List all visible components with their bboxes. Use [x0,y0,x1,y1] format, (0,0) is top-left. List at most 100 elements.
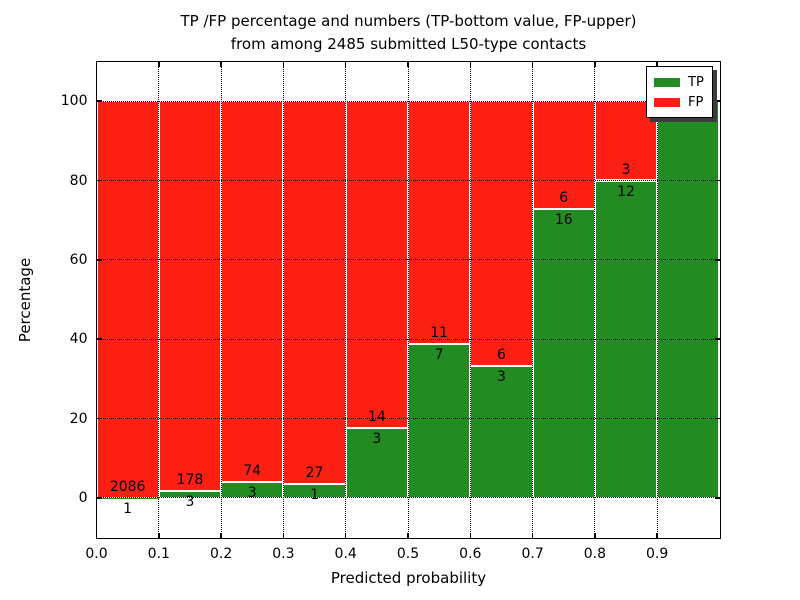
x-tick-top [469,61,472,67]
x-tick-top [344,61,347,67]
y-tick [96,179,102,182]
y-tick-right [714,338,720,340]
x-tick-top [282,61,285,67]
x-tick [95,532,98,538]
h-gridline [96,338,720,340]
h-gridline [96,418,720,419]
tp-bar-segment [532,209,595,498]
y-tick-label: 80 [69,172,88,189]
fp-bar-segment [345,101,408,428]
v-gridline [282,61,284,538]
v-gridline [594,61,596,538]
h-gridline [96,180,720,181]
h-gridline [96,497,720,499]
tp-bar-segment [345,427,408,498]
y-tick [96,497,102,499]
tp-count-label: 1 [310,486,320,503]
v-gridline [407,61,409,538]
x-tick-top [158,61,160,67]
x-tick-label: 0.1 [147,545,170,562]
v-gridline [220,61,222,538]
legend-row-tp: TP [654,72,704,92]
x-tick [531,532,534,538]
y-tick-label: 100 [60,93,88,110]
y-tick [96,338,102,340]
y-tick-right [714,100,720,102]
tp-count-label: 16 [554,212,573,229]
fp-count-label: 74 [243,463,262,480]
y-axis-label: Percentage [16,257,34,343]
x-tick [407,532,409,538]
fp-count-label: 178 [176,472,204,489]
tp-count-label: 3 [247,485,257,502]
legend: TP FP [646,66,713,118]
chart-title-line2: from among 2485 submitted L50-type conta… [230,35,587,53]
tp-count-label: 1 [123,500,133,517]
y-tick [96,259,102,261]
y-tick-right [714,259,720,261]
fp-bar-segment [221,101,284,483]
v-gridline [158,61,160,538]
fp-count-label: 14 [367,408,386,425]
chart-title: TP /FP percentage and numbers (TP-bottom… [97,10,720,56]
fp-bar-segment [283,101,346,484]
tp-bar-segment [408,343,471,498]
y-tick-label: 40 [69,331,88,348]
v-gridline [469,61,471,538]
y-tick [96,417,102,420]
x-tick-top [220,61,222,67]
legend-label-fp: FP [688,94,704,110]
fp-bar-segment [158,101,222,492]
tp-bar-segment [221,482,284,498]
tp-bar-segment [657,101,720,498]
fp-bar-segment [470,101,533,366]
y-tick-right [714,417,720,420]
x-tick-top [594,61,596,67]
x-tick [344,532,347,538]
fp-bar-segment [96,101,159,498]
fp-bar-segment [408,101,471,344]
x-tick-label: 0.9 [646,545,669,562]
legend-swatch-tp-icon [654,77,680,87]
y-tick-right [714,179,720,182]
tp-count-label: 3 [185,494,195,511]
x-tick-top [407,61,409,67]
x-tick [220,532,222,538]
x-tick-label: 0.4 [334,545,357,562]
tp-count-label: 3 [372,430,382,447]
h-gridline [96,259,720,261]
y-tick-label: 20 [69,410,88,427]
x-tick-label: 0.8 [583,545,607,562]
fp-count-label: 11 [430,324,449,341]
fp-count-label: 6 [559,190,569,207]
y-tick-right [714,497,720,499]
v-gridline [345,61,347,538]
y-tick-label: 0 [78,489,88,506]
chart-title-line1: TP /FP percentage and numbers (TP-bottom… [180,12,637,30]
fp-count-label: 3 [621,161,631,178]
tp-count-label: 12 [617,183,635,200]
legend-row-fp: FP [654,92,704,112]
x-tick-label: 0.7 [521,545,544,562]
x-tick-top [95,61,98,67]
y-tick-label: 60 [69,251,88,268]
fp-bar-segment [532,101,595,210]
x-tick-top [531,61,534,67]
x-tick-label: 0.6 [459,545,482,562]
y-tick [96,100,102,102]
x-tick [158,532,160,538]
v-gridline [532,61,534,538]
x-tick-label: 0.3 [272,545,295,562]
tp-bar-segment [470,365,533,498]
x-tick-label: 0.5 [396,545,420,562]
plot-area: 20861178374327114311763616312510.00.10.2… [61,60,721,562]
x-tick [282,532,285,538]
x-tick [594,532,596,538]
tp-bar-segment [283,483,346,498]
fp-count-label: 2086 [109,478,146,495]
x-tick-label: 0.2 [209,545,233,562]
legend-label-tp: TP [688,74,704,90]
x-tick [656,532,658,538]
x-tick-label: 0.0 [85,545,108,562]
